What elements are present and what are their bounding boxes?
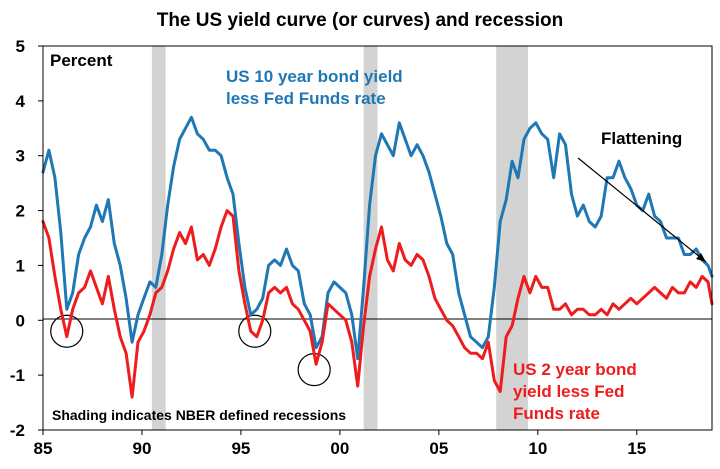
y-tick-label: 1 [16,256,25,275]
series-layer [41,115,714,399]
y-tick-label: 0 [16,311,25,330]
y-tick-label: 3 [16,147,25,166]
y-tick-label: -2 [10,421,25,440]
flattening-arrow [577,157,707,263]
shading-note: Shading indicates NBER defined recession… [52,407,346,423]
flattening-arrowhead [696,253,706,262]
x-tick-label: 85 [34,439,53,458]
y-axis-ticks: -2 -1 0 1 2 3 4 5 [10,37,43,440]
inversion-circles-layer [50,314,331,387]
flattening-label: Flattening [601,129,682,148]
y-tick-label: -1 [10,366,25,385]
red-series-label-line1: US 2 year bond [513,360,637,379]
recession-band-1 [363,46,378,430]
blue-series-label-line2: less Fed Funds rate [226,89,386,108]
inversion-circle-0 [50,314,84,348]
blue-series-label-line1: US 10 year bond yield [226,67,403,86]
y-tick-label: 2 [16,202,25,221]
series-line-2yr [41,209,714,399]
series-line-10yr [41,115,714,361]
y-tick-label: 4 [16,92,26,111]
y-tick-label: 5 [16,37,25,56]
x-tick-label: 15 [627,439,646,458]
x-axis-ticks: 85 90 95 00 05 10 15 [34,430,646,458]
inversion-circle-1 [238,314,272,348]
x-tick-label: 90 [133,439,152,458]
plot-frame [42,45,713,431]
x-tick-label: 95 [231,439,250,458]
recession-band-0 [151,46,166,430]
x-tick-label: 05 [429,439,448,458]
x-tick-label: 10 [528,439,547,458]
red-series-label-line3: Funds rate [513,404,600,423]
y-axis-label: Percent [50,51,113,70]
chart-title: The US yield curve (or curves) and reces… [157,10,564,31]
red-series-label-line2: yield less Fed [513,382,625,401]
x-tick-label: 00 [330,439,349,458]
